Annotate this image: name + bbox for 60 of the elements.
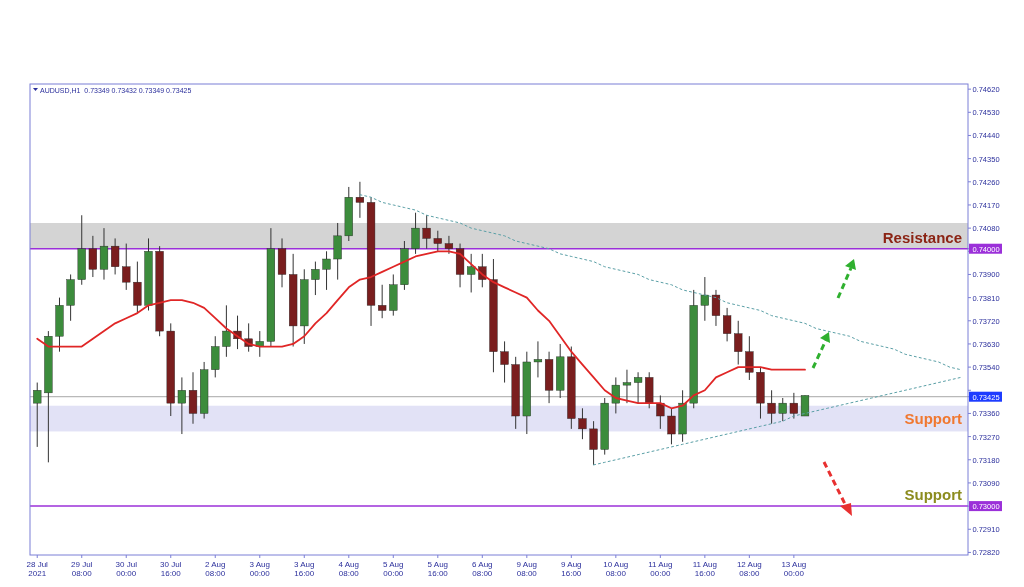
line-series bbox=[593, 376, 962, 466]
candlestick bbox=[745, 335, 754, 381]
candlestick bbox=[188, 371, 198, 425]
x-tick-label: 29 Jul 08:00 bbox=[71, 560, 93, 578]
candlestick bbox=[622, 369, 632, 404]
candlestick bbox=[667, 407, 676, 445]
candlestick bbox=[211, 335, 220, 378]
candlestick bbox=[355, 181, 365, 219]
candlestick bbox=[589, 420, 598, 466]
x-tick-label: 28 Jul 2021 bbox=[26, 560, 49, 578]
candlestick bbox=[611, 376, 620, 414]
candlestick bbox=[422, 214, 431, 250]
candlestick bbox=[88, 235, 97, 278]
candlestick bbox=[99, 227, 109, 281]
x-tick-label: 3 Aug 00:00 bbox=[249, 560, 271, 578]
x-tick-label: 2 Aug 08:00 bbox=[205, 560, 226, 578]
candlestick bbox=[578, 407, 587, 440]
x-tick-label: 12 Aug 08:00 bbox=[736, 560, 762, 578]
line-series bbox=[359, 194, 962, 371]
x-tick-label: 5 Aug 00:00 bbox=[383, 560, 404, 578]
band-label: Support bbox=[904, 409, 962, 427]
candlestick bbox=[656, 394, 665, 430]
x-tick-label: 5 Aug 16:00 bbox=[427, 560, 449, 578]
x-tick-label: 6 Aug 08:00 bbox=[472, 560, 493, 578]
candlestick bbox=[789, 392, 798, 420]
candlestick bbox=[767, 389, 776, 425]
candlestick bbox=[133, 261, 142, 314]
ref-line-label: Resistance bbox=[882, 228, 962, 246]
candlestick bbox=[734, 320, 743, 366]
candlestick bbox=[700, 276, 709, 322]
candlestick bbox=[33, 382, 42, 448]
x-tick-label: 9 Aug 08:00 bbox=[516, 560, 538, 578]
candlestick bbox=[222, 304, 231, 358]
x-tick-label: 3 Aug 16:00 bbox=[294, 560, 315, 578]
ref-line-label: Support bbox=[904, 486, 962, 504]
candlestick bbox=[633, 371, 643, 404]
candlestick bbox=[778, 397, 787, 422]
candlestick bbox=[322, 250, 331, 291]
candlestick bbox=[433, 230, 442, 252]
x-tick-label: 30 Jul 00:00 bbox=[115, 560, 138, 578]
x-tick-label: 11 Aug 00:00 bbox=[648, 560, 673, 578]
candlestick bbox=[122, 243, 131, 291]
candlestick bbox=[177, 376, 186, 435]
x-tick-label: 30 Jul 16:00 bbox=[160, 560, 182, 578]
x-tick-label: 11 Aug 16:00 bbox=[692, 560, 718, 578]
candlestick bbox=[500, 340, 509, 384]
x-tick-label: 4 Aug 08:00 bbox=[338, 560, 360, 578]
candlestick bbox=[711, 289, 721, 327]
candlestick bbox=[723, 307, 732, 342]
candlestick bbox=[411, 212, 420, 255]
candlestick bbox=[311, 261, 320, 296]
candlestick bbox=[533, 340, 543, 378]
candlestick bbox=[467, 253, 476, 293]
candlestick bbox=[444, 235, 454, 255]
x-tick-label: 13 Aug 00:00 bbox=[781, 560, 807, 578]
x-tick-label: 9 Aug 16:00 bbox=[561, 560, 582, 578]
candlestick bbox=[111, 237, 120, 275]
candlestick bbox=[378, 284, 387, 319]
candlestick bbox=[333, 222, 342, 281]
x-tick-label: 10 Aug 08:00 bbox=[603, 560, 629, 578]
